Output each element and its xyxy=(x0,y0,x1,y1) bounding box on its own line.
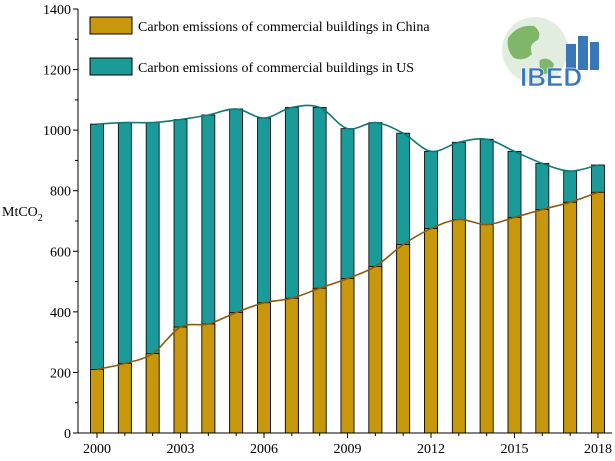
bar-china-2007 xyxy=(284,297,299,434)
y-tick-label-1000: 1000 xyxy=(43,124,71,139)
bar-china-2011 xyxy=(396,244,411,434)
y-tick-label-0: 0 xyxy=(64,427,71,442)
y-tick-label-1400: 1400 xyxy=(43,3,71,18)
y-tick-label-400: 400 xyxy=(50,306,71,321)
bar-china-2016 xyxy=(535,209,550,434)
y-axis-label: MtCO2 xyxy=(2,205,43,224)
legend-label-us: Carbon emissions of commercial buildings… xyxy=(138,61,414,76)
bar-china-2006 xyxy=(257,302,271,434)
bar-china-2009 xyxy=(340,278,355,434)
bar-china-2017 xyxy=(563,201,578,434)
bar-china-2008 xyxy=(312,287,327,434)
bar-china-2001 xyxy=(117,362,132,434)
legend-swatch-china xyxy=(89,16,133,35)
bar-china-2012 xyxy=(424,228,438,434)
y-tick-label-1200: 1200 xyxy=(43,64,71,79)
bar-china-2010 xyxy=(368,266,383,434)
x-tick-label-2003: 2003 xyxy=(167,442,195,457)
globe-land-icon xyxy=(507,25,554,74)
y-tick-label-200: 200 xyxy=(50,366,71,381)
legend: Carbon emissions of commercial buildings… xyxy=(89,16,430,76)
plot-area: 0 200 400 600 800 1000 1200 1400 2000 2003 2006 200… xyxy=(43,3,612,457)
bar-china-2004 xyxy=(201,323,216,434)
line-us xyxy=(96,104,599,172)
x-tick-label-2009: 2009 xyxy=(334,442,362,457)
logo-text: IBED xyxy=(520,62,582,92)
bar-china-2018 xyxy=(591,191,605,434)
bar-china-2002 xyxy=(145,353,160,434)
bar-china-2003 xyxy=(173,326,188,434)
bar-china-2000 xyxy=(90,368,104,434)
x-tick-label-2015: 2015 xyxy=(501,442,529,457)
x-tick-label-2018: 2018 xyxy=(584,442,612,457)
bar-china-2013 xyxy=(451,219,466,434)
legend-swatch-us xyxy=(89,57,133,76)
y-tick-label-600: 600 xyxy=(50,245,71,260)
buildings-icon xyxy=(566,36,599,70)
logo: IBED xyxy=(502,17,599,92)
bar-china-2014 xyxy=(479,224,494,434)
bar-china-2005 xyxy=(229,312,244,434)
x-tick-label-2012: 2012 xyxy=(417,442,445,457)
legend-label-china: Carbon emissions of commercial buildings… xyxy=(138,20,430,35)
y-tick-label-800: 800 xyxy=(50,185,71,200)
x-tick-label-2000: 2000 xyxy=(83,442,111,457)
line-china xyxy=(96,191,599,371)
bar-china-2015 xyxy=(507,216,522,434)
x-tick-label-2006: 2006 xyxy=(250,442,278,457)
y-axis-label-subscript: 2 xyxy=(38,213,43,224)
